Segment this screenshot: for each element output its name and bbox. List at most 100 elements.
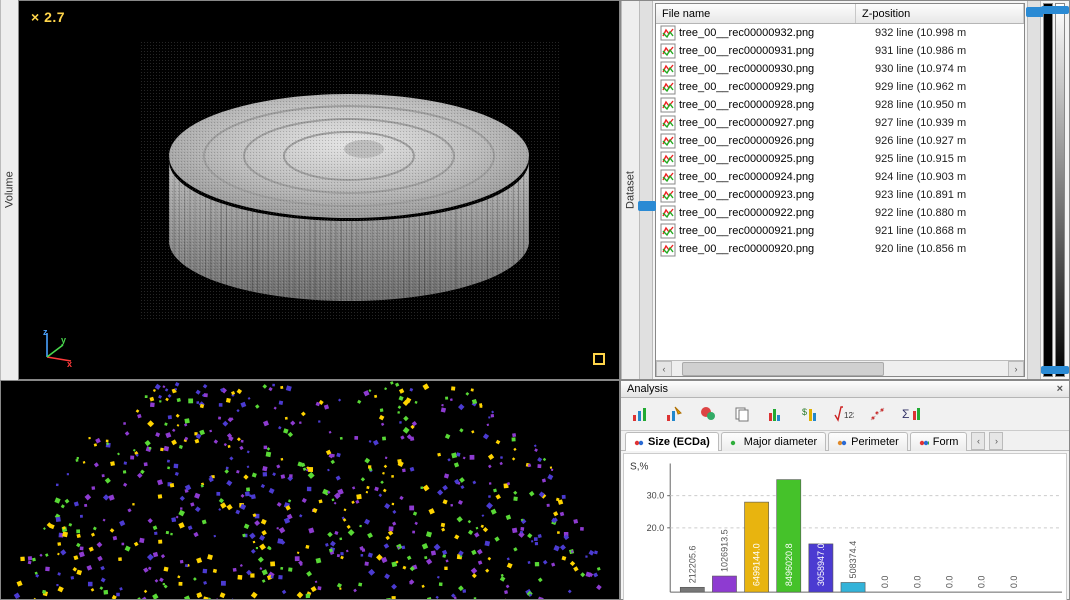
svg-text:1026913.5: 1026913.5	[719, 529, 729, 572]
svg-text:0.0: 0.0	[1009, 576, 1019, 589]
cell-filename: tree_00__rec00000928.png	[679, 99, 875, 111]
tab-size-ecda-[interactable]: Size (ECDa)	[625, 432, 719, 451]
file-icon	[660, 43, 676, 59]
table-row[interactable]: tree_00__rec00000925.png925 line (10.915…	[656, 150, 1024, 168]
svg-text:212205.6: 212205.6	[687, 546, 697, 584]
slice-slider-left[interactable]	[639, 1, 653, 379]
cell-filename: tree_00__rec00000924.png	[679, 171, 875, 183]
svg-text:20.0: 20.0	[647, 523, 665, 533]
tab-major-diameter[interactable]: Major diameter	[721, 432, 826, 451]
analysis-chart: 20.030.0S,%212205.61026913.56499144.0849…	[623, 453, 1067, 600]
balloon-icon[interactable]	[695, 402, 721, 426]
sigma-chart-icon[interactable]: Σ	[899, 402, 925, 426]
scatter-icon[interactable]	[865, 402, 891, 426]
table-row[interactable]: tree_00__rec00000926.png926 line (10.927…	[656, 132, 1024, 150]
cell-zposition: 925 line (10.915 m	[875, 153, 1024, 165]
tab-label: Size (ECDa)	[648, 436, 710, 448]
chart-edit-icon[interactable]	[661, 402, 687, 426]
svg-text:0.0: 0.0	[977, 576, 987, 589]
cell-filename: tree_00__rec00000926.png	[679, 135, 875, 147]
cell-filename: tree_00__rec00000930.png	[679, 63, 875, 75]
svg-text:123: 123	[844, 411, 854, 420]
dataset-panel: Dataset File name Z-position tree_00__re…	[620, 0, 1070, 380]
table-row[interactable]: tree_00__rec00000927.png927 line (10.939…	[656, 114, 1024, 132]
volume-viewport[interactable]: × 2.7	[18, 0, 620, 380]
svg-text:x: x	[67, 359, 72, 367]
svg-text:y: y	[61, 335, 66, 345]
dataset-label: Dataset	[621, 1, 639, 379]
tab-form[interactable]: Form	[910, 432, 968, 451]
volume-panel: Volume × 2.7	[0, 0, 620, 380]
chart-icon[interactable]	[627, 402, 653, 426]
svg-text:Σ: Σ	[902, 407, 909, 421]
sqrt123-icon[interactable]: 123	[831, 402, 857, 426]
table-row[interactable]: tree_00__rec00000921.png921 line (10.868…	[656, 222, 1024, 240]
cell-filename: tree_00__rec00000927.png	[679, 117, 875, 129]
table-row[interactable]: tree_00__rec00000920.png920 line (10.856…	[656, 240, 1024, 258]
horizontal-scrollbar[interactable]: ‹ ›	[656, 360, 1024, 376]
cell-zposition: 920 line (10.856 m	[875, 243, 1024, 255]
table-row[interactable]: tree_00__rec00000932.png932 line (10.998…	[656, 24, 1024, 42]
barset-icon[interactable]	[763, 402, 789, 426]
table-row[interactable]: tree_00__rec00000929.png929 line (10.962…	[656, 78, 1024, 96]
svg-text:0.0: 0.0	[880, 576, 890, 589]
intensity-range[interactable]	[1041, 1, 1069, 379]
cell-zposition: 932 line (10.998 m	[875, 27, 1024, 39]
tab-prev-button[interactable]: ‹	[971, 432, 985, 450]
file-list-body[interactable]: tree_00__rec00000932.png932 line (10.998…	[656, 24, 1024, 360]
cell-zposition: 927 line (10.939 m	[875, 117, 1024, 129]
file-icon	[660, 25, 676, 41]
scroll-left-button[interactable]: ‹	[656, 361, 672, 377]
cell-filename: tree_00__rec00000921.png	[679, 225, 875, 237]
cell-filename: tree_00__rec00000922.png	[679, 207, 875, 219]
file-list: File name Z-position tree_00__rec0000093…	[655, 3, 1025, 377]
volume-label: Volume	[0, 0, 18, 380]
table-row[interactable]: tree_00__rec00000923.png923 line (10.891…	[656, 186, 1024, 204]
cell-zposition: 929 line (10.962 m	[875, 81, 1024, 93]
svg-text:8496020.8: 8496020.8	[784, 543, 794, 586]
cell-filename: tree_00__rec00000931.png	[679, 45, 875, 57]
column-header-zposition[interactable]: Z-position	[856, 4, 1024, 23]
cell-zposition: 926 line (10.927 m	[875, 135, 1024, 147]
file-icon	[660, 151, 676, 167]
volume-render	[139, 41, 559, 321]
cell-filename: tree_00__rec00000925.png	[679, 153, 875, 165]
axis-gizmo: z x y	[37, 327, 77, 367]
file-icon	[660, 79, 676, 95]
cell-zposition: 924 line (10.903 m	[875, 171, 1024, 183]
file-icon	[660, 223, 676, 239]
cell-filename: tree_00__rec00000932.png	[679, 27, 875, 39]
table-row[interactable]: tree_00__rec00000928.png928 line (10.950…	[656, 96, 1024, 114]
column-header-filename[interactable]: File name	[656, 4, 856, 23]
svg-text:0.0: 0.0	[944, 576, 954, 589]
cell-filename: tree_00__rec00000923.png	[679, 189, 875, 201]
svg-text:508374.4: 508374.4	[848, 541, 858, 579]
analysis-tabs: Size (ECDa) Major diameter Perimeter Form‹›	[621, 431, 1069, 451]
file-icon	[660, 241, 676, 257]
file-icon	[660, 115, 676, 131]
slice-speckle-view[interactable]	[0, 380, 620, 600]
cell-zposition: 922 line (10.880 m	[875, 207, 1024, 219]
file-icon	[660, 169, 676, 185]
money-bars-icon[interactable]: $	[797, 402, 823, 426]
scroll-right-button[interactable]: ›	[1008, 361, 1024, 377]
svg-text:$: $	[802, 407, 807, 417]
tab-next-button[interactable]: ›	[989, 432, 1003, 450]
table-row[interactable]: tree_00__rec00000931.png931 line (10.986…	[656, 42, 1024, 60]
tab-perimeter[interactable]: Perimeter	[828, 432, 908, 451]
svg-text:0.0: 0.0	[912, 576, 922, 589]
analysis-title: Analysis	[627, 383, 668, 395]
svg-text:30.0: 30.0	[647, 491, 665, 501]
cell-zposition: 931 line (10.986 m	[875, 45, 1024, 57]
table-row[interactable]: tree_00__rec00000922.png922 line (10.880…	[656, 204, 1024, 222]
table-row[interactable]: tree_00__rec00000924.png924 line (10.903…	[656, 168, 1024, 186]
cell-filename: tree_00__rec00000929.png	[679, 81, 875, 93]
tab-label: Perimeter	[851, 436, 899, 448]
zoom-indicator: × 2.7	[31, 9, 65, 25]
slice-slider-right[interactable]	[1027, 1, 1041, 379]
close-icon[interactable]: ×	[1057, 383, 1063, 395]
roi-marker-icon[interactable]	[593, 353, 605, 365]
copy-icon[interactable]	[729, 402, 755, 426]
table-row[interactable]: tree_00__rec00000930.png930 line (10.974…	[656, 60, 1024, 78]
file-icon	[660, 61, 676, 77]
